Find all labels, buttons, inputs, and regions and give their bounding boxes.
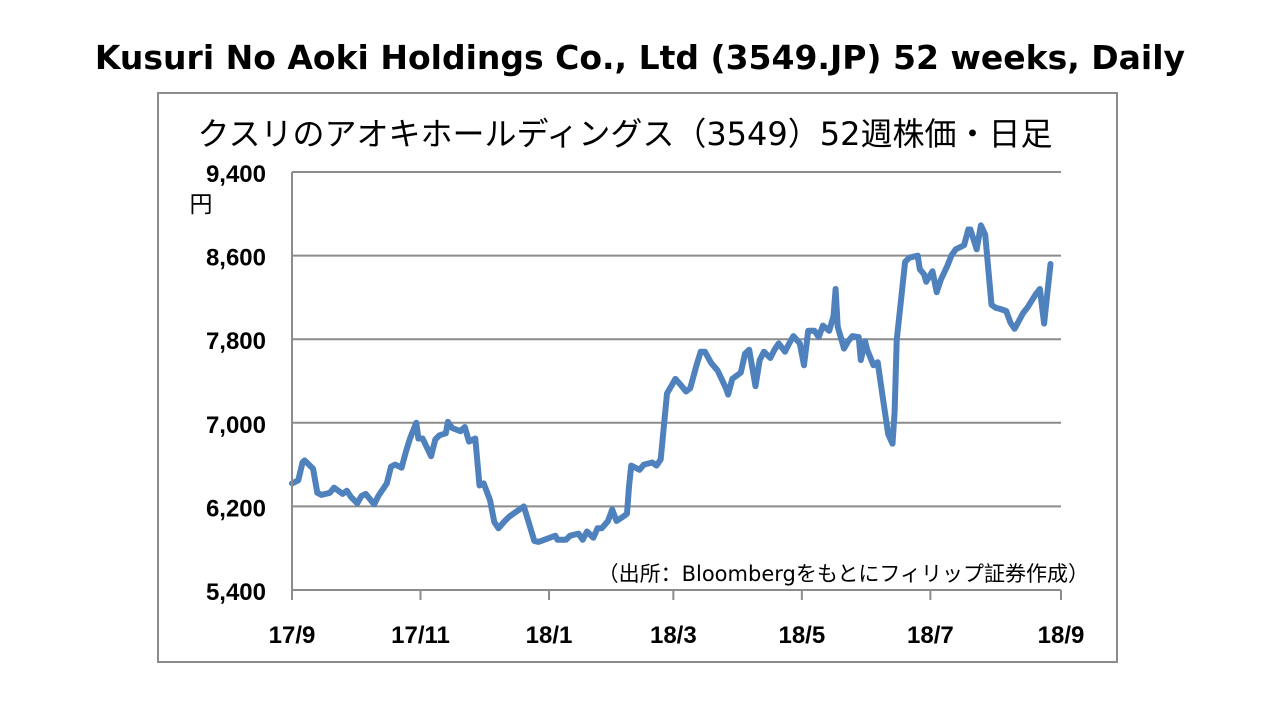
price-line <box>289 222 1054 545</box>
page-title: Kusuri No Aoki Holdings Co., Ltd (3549.J… <box>94 38 1186 77</box>
grid-layer <box>292 171 1061 508</box>
y-tick-label: 9,400 <box>206 161 266 188</box>
y-axis-unit: 円 <box>190 192 213 218</box>
source-note: （出所：Bloombergをもとにフィリップ証券作成） <box>598 562 1089 586</box>
x-tick-label: 18/1 <box>526 622 573 649</box>
x-tick-label: 18/3 <box>650 622 697 649</box>
series-layer <box>289 222 1054 545</box>
axis-layer: 5,400 6,200 7,000 7,800 8,600 9,400 17/9 17/11 1… <box>206 161 1084 649</box>
y-tick-label: 6,200 <box>206 495 266 522</box>
y-tick-label: 5,400 <box>206 579 266 606</box>
y-tick-label: 7,000 <box>206 412 266 439</box>
x-tick-label: 18/5 <box>778 622 825 649</box>
x-tick-label: 17/9 <box>269 622 316 649</box>
x-tick-label: 17/11 <box>391 622 450 649</box>
chart-frame: クスリのアオキホールディングス（3549）52週株価・日足 円 5,400 6,2… <box>157 92 1118 663</box>
y-tick-label: 7,800 <box>206 328 266 355</box>
x-tick-label: 18/9 <box>1038 622 1085 649</box>
x-tick-label: 18/7 <box>907 622 954 649</box>
chart-title: クスリのアオキホールディングス（3549）52週株価・日足 <box>198 115 1053 153</box>
line-chart: クスリのアオキホールディングス（3549）52週株価・日足 円 5,400 6,2… <box>190 115 1090 649</box>
y-tick-label: 8,600 <box>206 245 266 272</box>
